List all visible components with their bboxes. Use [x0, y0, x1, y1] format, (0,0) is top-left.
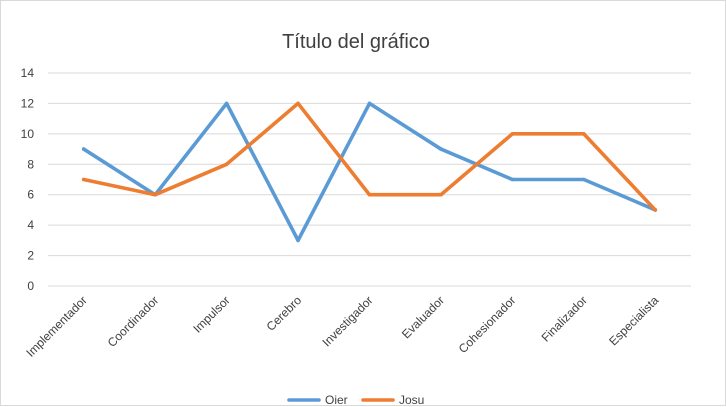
chart-title: Título del gráfico	[282, 31, 430, 53]
legend: Oier Josu	[287, 393, 424, 407]
data-point	[81, 147, 86, 151]
data-point	[367, 192, 372, 197]
data-point	[582, 177, 586, 182]
y-tick-label: 10	[21, 127, 35, 141]
y-tick-label: 2	[27, 249, 34, 263]
y-axis: 0 2 4 6 8 10 12 14	[21, 66, 35, 293]
x-axis: Implementador Coordinador Impulsor Cerebro I…	[23, 293, 661, 360]
x-tick-label: Coordinador	[105, 293, 162, 350]
x-tick-label: Cohesionador	[456, 293, 519, 356]
series-lines	[81, 101, 658, 243]
x-tick-label: Impulsor	[190, 293, 232, 335]
data-point	[582, 132, 586, 136]
y-tick-label: 0	[27, 279, 34, 293]
data-point	[367, 101, 372, 106]
legend-label-oier: Oier	[325, 393, 348, 407]
y-tick-label: 6	[27, 188, 34, 202]
x-tick-label: Cerebro	[264, 293, 305, 334]
data-point	[510, 132, 515, 136]
x-tick-label: Evaluador	[399, 293, 447, 341]
y-tick-label: 4	[27, 218, 34, 232]
data-point	[653, 208, 658, 212]
x-tick-label: Implementador	[23, 293, 90, 360]
y-tick-label: 12	[21, 96, 35, 110]
data-point	[296, 101, 300, 106]
data-point	[224, 101, 229, 106]
data-point	[153, 192, 157, 197]
data-point	[439, 192, 443, 197]
series-line-oier	[81, 101, 658, 243]
data-point	[439, 147, 443, 151]
x-tick-label: Especialista	[606, 293, 661, 348]
data-point	[296, 238, 300, 243]
y-tick-label: 8	[27, 157, 34, 171]
data-point	[81, 177, 86, 182]
x-tick-label: Finalizador	[539, 293, 590, 344]
data-point	[510, 177, 515, 182]
x-tick-label: Investigador	[319, 293, 375, 349]
legend-label-josu: Josu	[399, 393, 424, 407]
y-tick-label: 14	[21, 66, 35, 80]
data-point	[224, 162, 229, 167]
